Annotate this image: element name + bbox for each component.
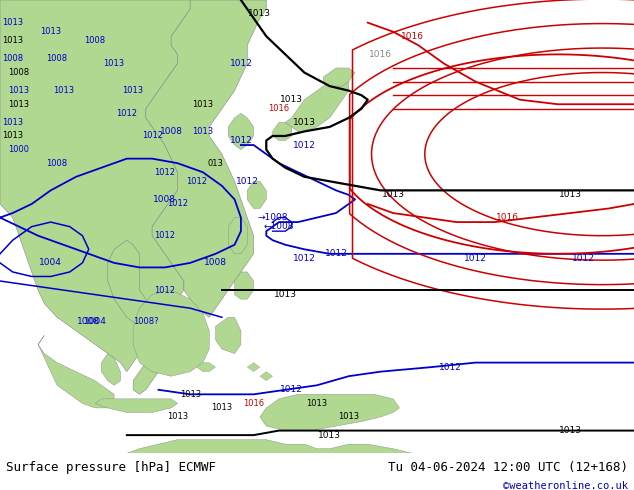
Text: 1008: 1008 <box>153 195 176 204</box>
Polygon shape <box>38 335 114 408</box>
Text: 1004: 1004 <box>84 318 107 326</box>
Text: 1013: 1013 <box>559 191 582 199</box>
Text: ©weatheronline.co.uk: ©weatheronline.co.uk <box>503 481 628 490</box>
Polygon shape <box>260 371 273 381</box>
Text: 1013: 1013 <box>40 27 61 36</box>
Text: 1013: 1013 <box>280 95 303 104</box>
Polygon shape <box>146 0 266 318</box>
Polygon shape <box>247 363 260 371</box>
Text: 1013: 1013 <box>2 118 23 127</box>
Text: 1013: 1013 <box>103 59 125 68</box>
Text: 1013: 1013 <box>306 399 328 408</box>
Text: 1008: 1008 <box>46 54 68 63</box>
Polygon shape <box>247 181 266 209</box>
Polygon shape <box>228 113 254 149</box>
Text: →1008: →1008 <box>257 213 288 222</box>
Text: 1013: 1013 <box>8 86 30 95</box>
Text: 1008: 1008 <box>77 318 100 326</box>
Text: ←1008: ←1008 <box>264 222 294 231</box>
Text: 1016: 1016 <box>401 32 424 41</box>
Text: 1012: 1012 <box>280 385 303 394</box>
Text: 1012: 1012 <box>439 363 462 371</box>
Polygon shape <box>216 318 241 354</box>
Text: 1012: 1012 <box>325 249 347 258</box>
Text: 1012: 1012 <box>116 109 138 118</box>
Text: 1013: 1013 <box>192 127 214 136</box>
Text: 1013: 1013 <box>167 413 188 421</box>
Text: 1012: 1012 <box>230 136 252 145</box>
Text: 1013: 1013 <box>2 36 23 45</box>
Polygon shape <box>127 440 412 453</box>
Polygon shape <box>285 77 349 131</box>
Text: 1013: 1013 <box>122 86 144 95</box>
Polygon shape <box>101 354 120 385</box>
Text: 1012: 1012 <box>572 254 595 263</box>
Text: 1012: 1012 <box>154 231 176 240</box>
Text: 1008?: 1008? <box>133 318 158 326</box>
Text: 1008: 1008 <box>46 159 68 168</box>
Text: 1013: 1013 <box>382 191 404 199</box>
Text: 1008: 1008 <box>204 258 227 268</box>
Polygon shape <box>260 394 399 431</box>
Text: 1013: 1013 <box>249 9 271 18</box>
Text: 1016: 1016 <box>243 399 264 408</box>
Text: 1013: 1013 <box>318 431 341 440</box>
Text: 1012: 1012 <box>186 177 207 186</box>
Polygon shape <box>133 290 209 376</box>
Text: 1012: 1012 <box>154 286 176 294</box>
Text: 1013: 1013 <box>179 390 201 399</box>
Text: 1012: 1012 <box>293 254 316 263</box>
Text: 1012: 1012 <box>154 168 176 177</box>
Polygon shape <box>108 240 171 394</box>
Text: Tu 04-06-2024 12:00 UTC (12+168): Tu 04-06-2024 12:00 UTC (12+168) <box>387 461 628 474</box>
Text: 1004: 1004 <box>39 258 62 268</box>
Text: 1013: 1013 <box>192 100 214 109</box>
Text: 1016: 1016 <box>268 104 290 113</box>
Text: 1012: 1012 <box>293 141 316 149</box>
Polygon shape <box>0 0 190 371</box>
Text: 1013: 1013 <box>559 426 582 435</box>
Text: 1000: 1000 <box>8 145 30 154</box>
Text: 1016: 1016 <box>496 213 519 222</box>
Text: 1008: 1008 <box>160 127 183 136</box>
Text: 1008: 1008 <box>84 36 106 45</box>
Text: 1012: 1012 <box>230 59 252 68</box>
Text: 1013: 1013 <box>2 131 23 141</box>
Polygon shape <box>273 122 292 141</box>
Text: 1012: 1012 <box>464 254 487 263</box>
Text: 1013: 1013 <box>293 118 316 127</box>
Polygon shape <box>95 399 178 413</box>
Polygon shape <box>235 272 254 299</box>
Text: 1016: 1016 <box>369 50 392 59</box>
Text: 1008: 1008 <box>8 68 30 77</box>
Text: 1013: 1013 <box>8 100 30 109</box>
Text: Surface pressure [hPa] ECMWF: Surface pressure [hPa] ECMWF <box>6 461 216 474</box>
Text: 1012: 1012 <box>236 177 259 186</box>
Polygon shape <box>228 218 247 254</box>
Text: 1008: 1008 <box>2 54 23 63</box>
Text: 1012: 1012 <box>167 199 188 208</box>
Text: 1013: 1013 <box>53 86 74 95</box>
Text: 013: 013 <box>207 159 224 168</box>
Text: 1013: 1013 <box>338 413 359 421</box>
Text: 1013: 1013 <box>274 290 297 299</box>
Text: 1013: 1013 <box>2 18 23 27</box>
Polygon shape <box>323 68 355 86</box>
Text: 1012: 1012 <box>141 131 163 141</box>
Text: 1013: 1013 <box>211 403 233 413</box>
Polygon shape <box>197 363 216 371</box>
